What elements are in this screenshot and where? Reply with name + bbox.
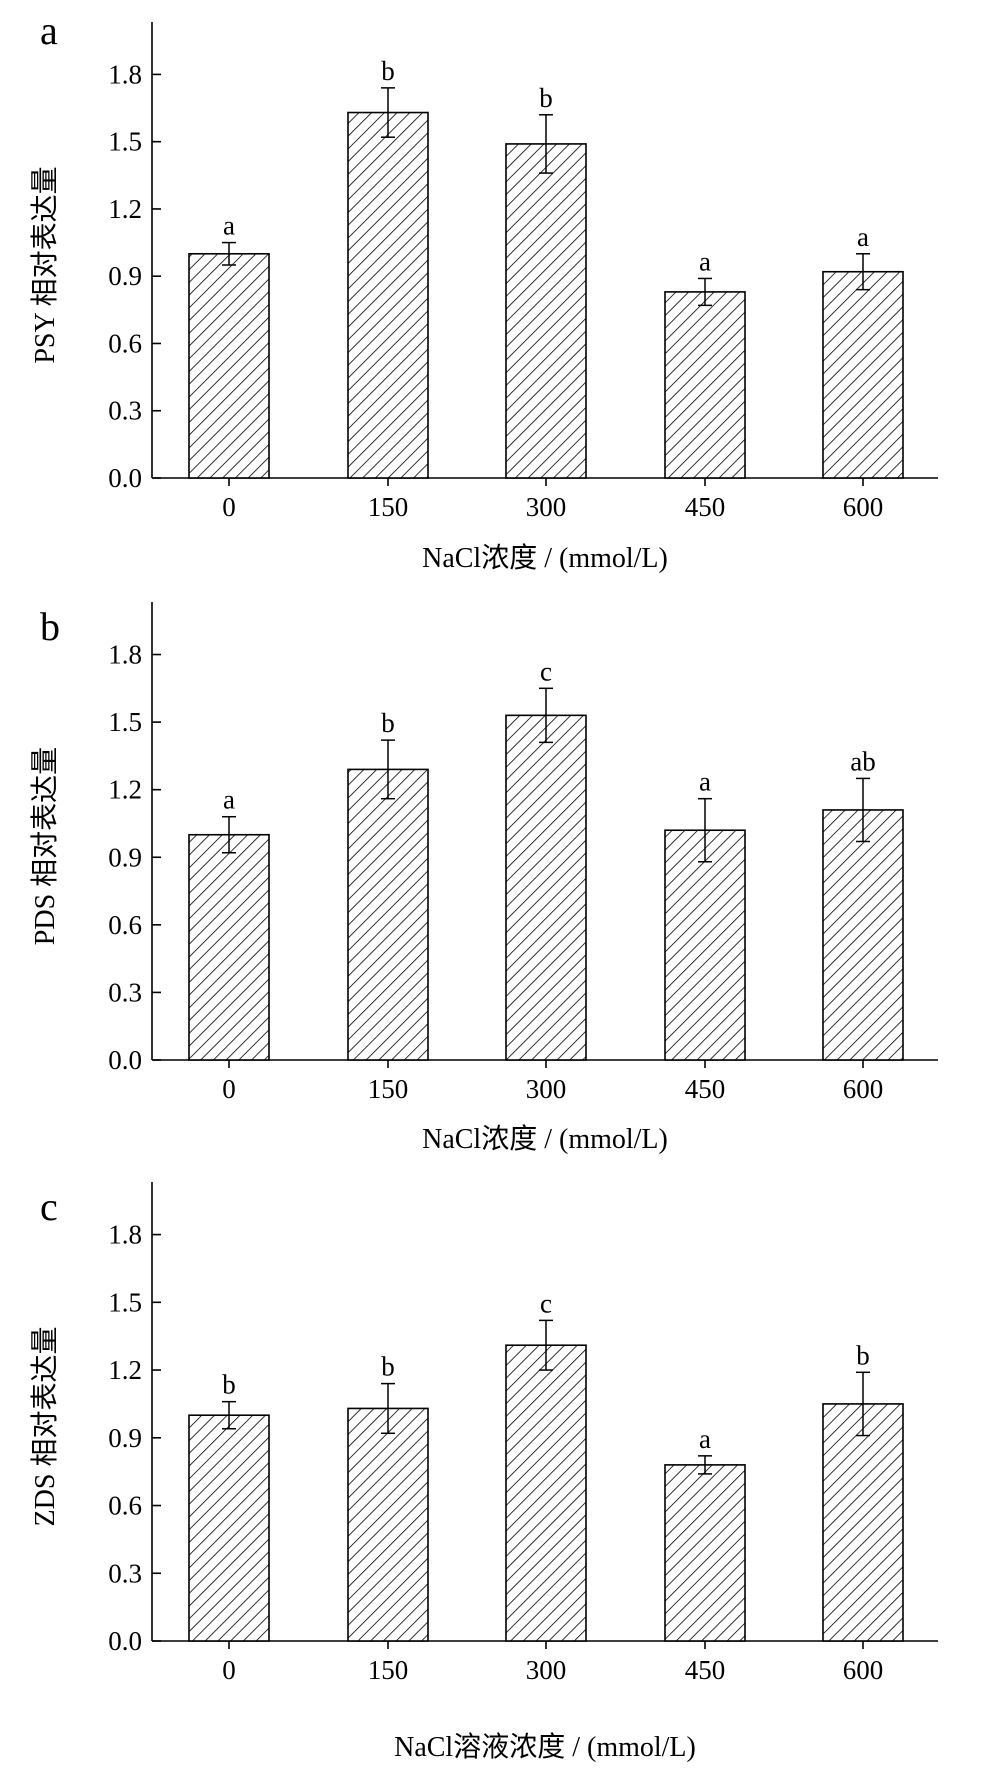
x-tick-label: 0 bbox=[222, 1655, 236, 1685]
y-tick-label: 0.6 bbox=[108, 1491, 142, 1521]
bar bbox=[822, 809, 904, 1061]
significance-label: b bbox=[856, 1340, 870, 1370]
panel-letter: a bbox=[40, 8, 58, 53]
y-tick-label: 1.8 bbox=[108, 1220, 142, 1250]
panel-letter: c bbox=[40, 1184, 58, 1229]
y-tick-label: 0.6 bbox=[108, 328, 142, 358]
y-tick-label: 1.2 bbox=[108, 1355, 142, 1385]
x-tick-label: 450 bbox=[685, 492, 726, 522]
bar bbox=[347, 1407, 429, 1642]
significance-label: ab bbox=[850, 746, 875, 776]
bar bbox=[664, 291, 746, 479]
y-tick-label: 1.8 bbox=[108, 640, 142, 670]
bar bbox=[347, 111, 429, 479]
y-tick-label: 1.2 bbox=[108, 775, 142, 805]
y-tick-label: 0.9 bbox=[108, 1423, 142, 1453]
y-tick-label: 0.3 bbox=[108, 977, 142, 1007]
panel-letter: b bbox=[40, 604, 60, 649]
x-tick-label: 150 bbox=[368, 1074, 409, 1104]
y-tick-label: 0.0 bbox=[108, 1626, 142, 1656]
x-tick-label: 300 bbox=[526, 1074, 567, 1104]
significance-label: c bbox=[540, 656, 552, 686]
x-tick-label: 150 bbox=[368, 1655, 409, 1685]
y-tick-label: 1.5 bbox=[108, 1287, 142, 1317]
bar bbox=[664, 1464, 746, 1642]
significance-label: a bbox=[223, 211, 235, 241]
y-axis-title: PDS 相对表达量 bbox=[29, 747, 61, 945]
significance-label: a bbox=[223, 785, 235, 815]
x-axis-title: NaCl浓度 / (mmol/L) bbox=[422, 542, 668, 574]
significance-label: a bbox=[699, 246, 711, 276]
y-tick-label: 0.0 bbox=[108, 463, 142, 493]
x-tick-label: 600 bbox=[843, 492, 884, 522]
significance-label: b bbox=[222, 1370, 236, 1400]
bar bbox=[822, 1403, 904, 1642]
bar bbox=[188, 833, 270, 1061]
y-tick-label: 1.5 bbox=[108, 707, 142, 737]
y-axis-title: ZDS 相对表达量 bbox=[29, 1327, 61, 1527]
y-tick-label: 0.0 bbox=[108, 1045, 142, 1075]
significance-label: a bbox=[857, 222, 869, 252]
significance-label: b bbox=[381, 1352, 395, 1382]
y-axis-title: PSY 相对表达量 bbox=[29, 166, 61, 363]
y-tick-label: 0.6 bbox=[108, 910, 142, 940]
y-tick-label: 0.3 bbox=[108, 396, 142, 426]
significance-label: a bbox=[699, 767, 711, 797]
chart-panel-c: c 0.0 0.3 0.6 0.9 1.2 1.5 1.8 ZDS 相对表达量 NaCl溶液浓度 … bbox=[29, 1182, 938, 1763]
x-tick-label: 0 bbox=[222, 1074, 236, 1104]
bar bbox=[188, 1414, 270, 1642]
x-tick-label: 600 bbox=[843, 1655, 884, 1685]
x-axis-title: NaCl浓度 / (mmol/L) bbox=[422, 1123, 668, 1155]
x-tick-label: 450 bbox=[685, 1655, 726, 1685]
y-tick-label: 0.3 bbox=[108, 1558, 142, 1588]
y-tick-label: 0.9 bbox=[108, 261, 142, 291]
bar bbox=[664, 829, 746, 1061]
x-tick-label: 450 bbox=[685, 1074, 726, 1104]
y-tick-label: 1.5 bbox=[108, 127, 142, 157]
chart-panel-b: b 0.0 0.3 0.6 0.9 1.2 1.5 1.8 PDS 相对表达量 NaCl浓度 / … bbox=[29, 602, 938, 1155]
x-tick-label: 0 bbox=[222, 492, 236, 522]
significance-label: b bbox=[381, 708, 395, 738]
significance-label: c bbox=[540, 1288, 552, 1318]
bar bbox=[822, 270, 904, 479]
x-tick-label: 150 bbox=[368, 492, 409, 522]
bar bbox=[188, 252, 270, 479]
bar bbox=[505, 1344, 587, 1642]
x-tick-label: 300 bbox=[526, 492, 567, 522]
y-tick-label: 0.9 bbox=[108, 842, 142, 872]
significance-label: b bbox=[539, 83, 553, 113]
bar bbox=[347, 768, 429, 1061]
x-axis-title: NaCl溶液浓度 / (mmol/L) bbox=[394, 1731, 696, 1763]
x-tick-label: 600 bbox=[843, 1074, 884, 1104]
chart-panel-a: a 0.0 0.3 0.6 0.9 1.2 1.5 1.8 PSY 相对表达量 NaCl浓度 / … bbox=[29, 8, 938, 574]
x-tick-label: 300 bbox=[526, 1655, 567, 1685]
y-tick-label: 1.8 bbox=[108, 59, 142, 89]
y-tick-label: 1.2 bbox=[108, 194, 142, 224]
significance-label: a bbox=[699, 1424, 711, 1454]
bar bbox=[505, 143, 587, 479]
significance-label: b bbox=[381, 56, 395, 86]
bar bbox=[505, 714, 587, 1061]
